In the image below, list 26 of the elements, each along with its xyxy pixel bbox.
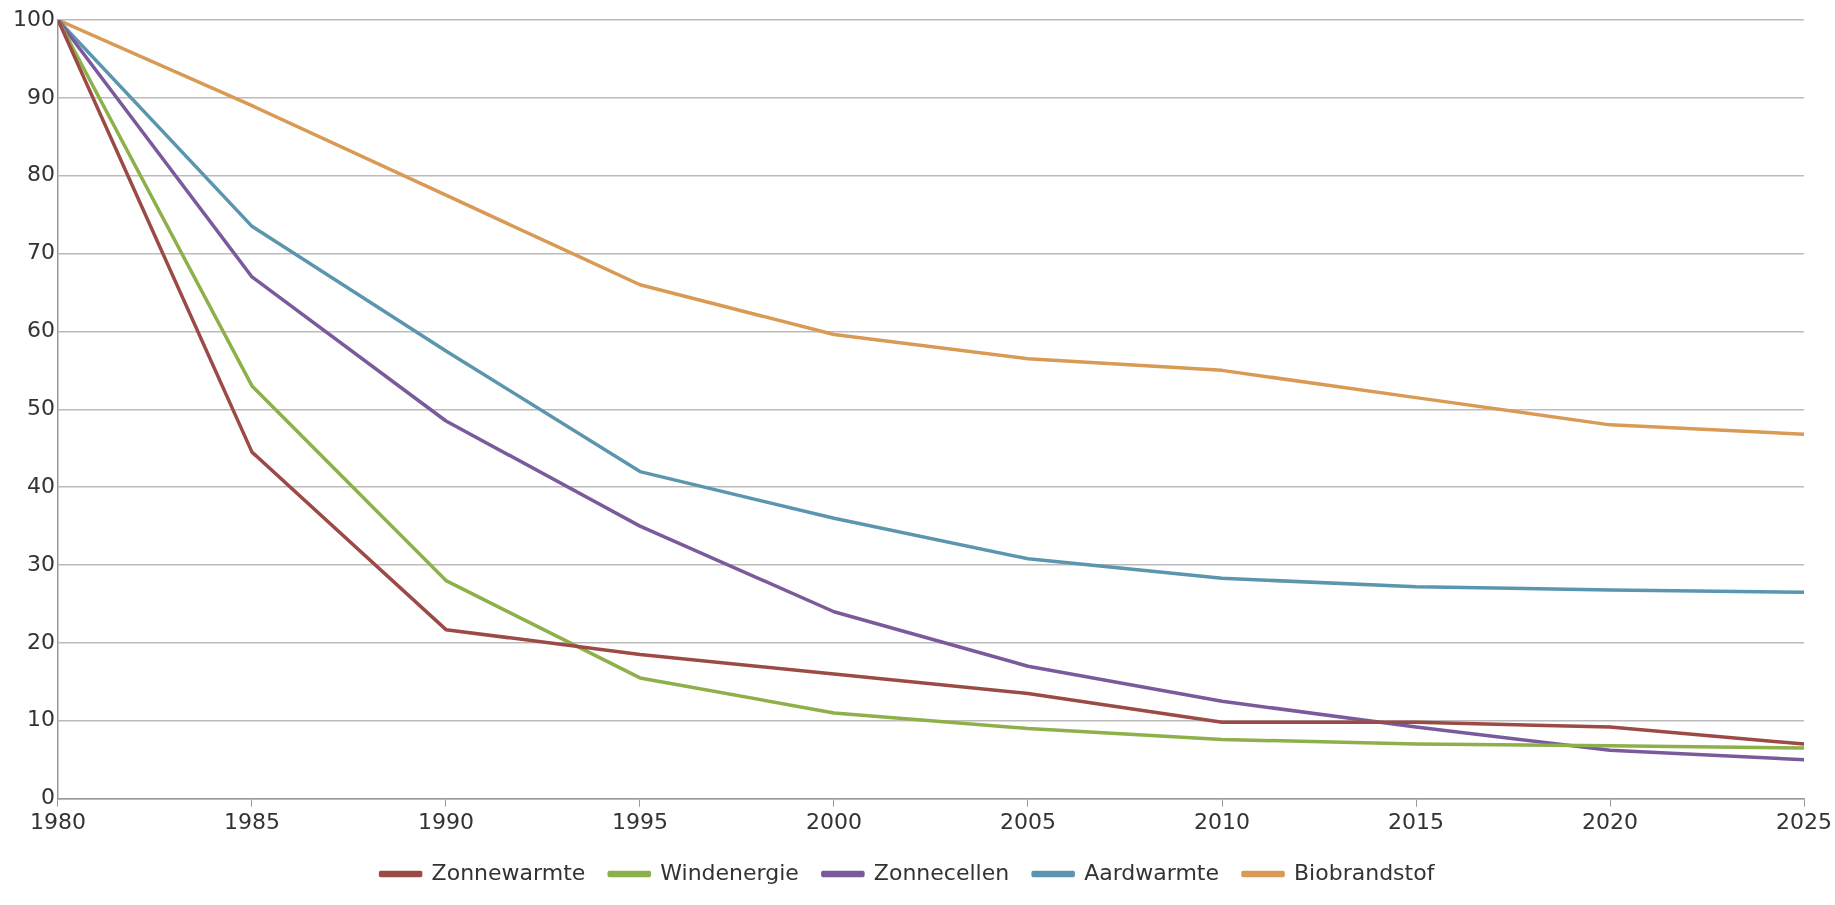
y-tick-label: 10 (26, 706, 55, 732)
y-tick-label: 60 (26, 317, 55, 343)
y-tick-label: 40 (26, 472, 55, 498)
x-tick-label: 2005 (1000, 808, 1056, 834)
legend-label: Aardwarmte (1084, 859, 1220, 885)
y-tick-label: 90 (26, 83, 55, 109)
legend-label: Zonnecellen (873, 859, 1010, 885)
x-tick-label: 2010 (1194, 808, 1250, 834)
x-tick-label: 1980 (29, 808, 86, 834)
x-tick-label: 1985 (223, 808, 280, 834)
x-tick-label: 2015 (1388, 808, 1444, 834)
legend-label: Biobrandstof (1294, 859, 1436, 885)
y-tick-label: 70 (26, 239, 55, 265)
x-tick-label: 1990 (417, 808, 474, 834)
y-tick-label: 30 (26, 550, 55, 576)
x-tick-label: 2025 (1776, 808, 1833, 834)
y-tick-label: 50 (26, 395, 55, 421)
y-tick-label: 20 (26, 628, 55, 654)
y-tick-label: 80 (26, 161, 55, 187)
y-tick-label: 100 (12, 5, 55, 31)
y-tick-label: 0 (40, 784, 55, 810)
legend-label: Windenergie (660, 859, 799, 885)
x-tick-label: 1995 (612, 808, 668, 834)
legend-label: Zonnewarmte (431, 859, 586, 885)
x-tick-label: 2000 (806, 808, 862, 834)
x-tick-label: 2020 (1582, 808, 1638, 834)
